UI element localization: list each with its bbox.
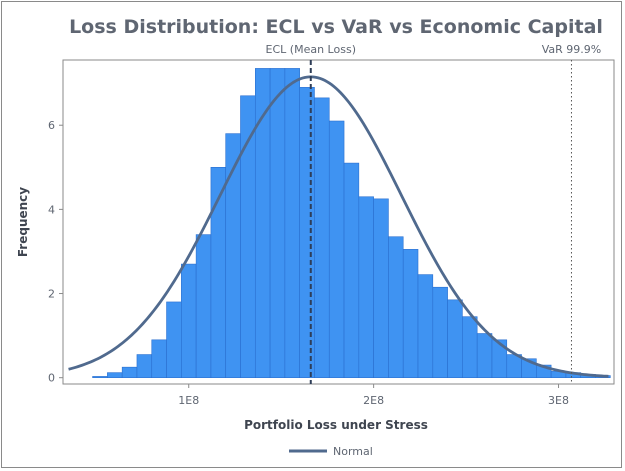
histogram-bar-5 [166,301,182,378]
histogram-bar-0 [92,376,108,378]
reference-lines: ECL (Mean Loss) VaR 99.9% [266,43,602,384]
histogram-bar-18 [358,196,374,378]
ecl-label: ECL (Mean Loss) [266,43,356,56]
y-axis-ticks: 0 2 4 6 [48,119,63,385]
histogram-bar-25 [462,316,478,378]
histogram-bars [92,68,611,378]
histogram-bar-12 [269,68,286,378]
x-tick-label-1: 2E8 [363,394,384,407]
histogram-bar-13 [284,68,300,378]
histogram-bar-26 [476,333,493,378]
histogram-bar-16 [328,120,345,378]
histogram-bar-23 [432,286,448,378]
histogram-bar-4 [151,339,167,378]
histogram-bar-3 [136,354,153,378]
histogram-bar-24 [447,299,463,378]
histogram-bar-1 [107,372,123,378]
histogram-bar-19 [373,198,389,378]
y-axis-label: Frequency [16,187,30,257]
y-tick-label-1: 2 [48,288,55,301]
histogram-bar-2 [121,366,138,378]
x-tick-label-0: 1E8 [178,394,199,407]
histogram-bar-15 [314,97,330,378]
histogram-bar-7 [195,234,212,378]
histogram-bar-10 [240,95,256,378]
y-tick-label-2: 4 [48,203,55,216]
chart-title: Loss Distribution: ECL vs VaR vs Economi… [69,16,603,38]
histogram-bar-28 [506,354,522,378]
x-axis-label: Portfolio Loss under Stress [244,418,428,432]
legend-normal-label: Normal [333,445,373,458]
legend: Normal [289,445,373,458]
histogram-bar-20 [388,236,404,378]
histogram-bar-6 [181,263,197,378]
histogram-bar-17 [343,162,360,378]
histogram-bar-22 [417,274,434,378]
normal-curve-layer [68,75,609,378]
plot-area [62,59,615,385]
histogram-bar-21 [402,249,419,378]
y-tick-label-0: 0 [48,372,55,385]
var-label: VaR 99.9% [542,43,602,56]
x-axis-ticks: 1E8 2E8 3E8 [178,384,569,407]
y-tick-label-3: 6 [48,119,55,132]
histogram-bar-14 [299,87,315,378]
x-tick-label-2: 3E8 [548,394,569,407]
normal-curve [68,75,609,378]
